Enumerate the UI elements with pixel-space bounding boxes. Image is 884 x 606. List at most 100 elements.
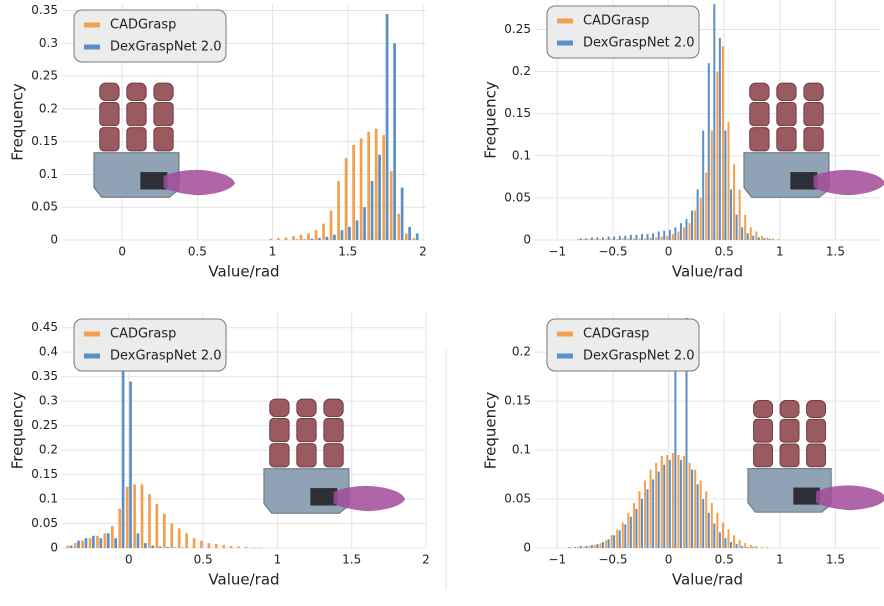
bar (630, 235, 632, 240)
bar (778, 239, 780, 240)
y-tick-label: 0 (523, 541, 531, 555)
bar (322, 224, 325, 240)
bar (752, 236, 754, 240)
bar (728, 529, 730, 548)
bar (401, 188, 404, 240)
bar (303, 239, 306, 240)
bar (583, 547, 585, 548)
bar (156, 504, 159, 548)
bar (644, 480, 646, 548)
bar (758, 237, 760, 240)
y-tick-label: 0.2 (512, 345, 531, 359)
bar (341, 230, 344, 240)
y-tick-label: 0.2 (39, 101, 58, 115)
bar (761, 547, 763, 548)
bar (638, 491, 640, 548)
y-tick-label: 0.45 (31, 320, 58, 334)
bar (151, 546, 154, 548)
bar (70, 546, 73, 548)
bar (602, 237, 604, 240)
bar (616, 529, 618, 548)
bar (666, 236, 668, 240)
bar (77, 541, 80, 548)
bar (755, 232, 757, 240)
bar (133, 484, 136, 548)
bar (311, 239, 314, 240)
bar (766, 237, 768, 240)
bar (669, 230, 671, 240)
bar (405, 233, 408, 240)
legend-label: DexGraspNet 2.0 (583, 36, 695, 51)
x-tick-label: 1 (269, 245, 277, 259)
y-tick-label: 0.4 (39, 345, 58, 359)
x-tick-label: −1 (548, 245, 566, 259)
y-axis-label: Frequency (9, 392, 27, 470)
bar (96, 536, 99, 548)
bar (677, 455, 679, 548)
bar (722, 523, 724, 548)
x-tick-label: 1.5 (342, 553, 361, 567)
bar (92, 536, 95, 548)
bar (744, 543, 746, 548)
bar (680, 460, 682, 548)
bar (292, 236, 295, 240)
bar (713, 4, 715, 240)
bar (412, 238, 415, 240)
bar (683, 456, 685, 548)
bar (129, 382, 132, 548)
bar (577, 239, 579, 240)
bar (591, 545, 593, 548)
bar (674, 227, 676, 240)
bar (104, 533, 107, 548)
bar (585, 238, 587, 240)
legend-label: DexGraspNet 2.0 (110, 40, 222, 55)
bar (685, 219, 687, 240)
bar (711, 131, 713, 240)
bar (222, 545, 225, 548)
bar (300, 235, 303, 240)
bar (641, 499, 643, 548)
bar (744, 215, 746, 240)
bar (700, 480, 702, 548)
x-tick-label: −1 (548, 553, 566, 567)
bar (608, 539, 610, 548)
y-tick-label: 0.25 (31, 69, 58, 83)
bar (596, 544, 598, 548)
bar (680, 223, 682, 240)
bar (315, 230, 318, 240)
bar (728, 122, 730, 240)
bar (208, 543, 211, 548)
bar (613, 535, 615, 548)
bar (295, 239, 298, 240)
bar (378, 155, 381, 240)
x-tick-label: 1 (274, 553, 282, 567)
bar (689, 463, 691, 548)
y-axis-label: Frequency (482, 81, 500, 159)
bar (658, 472, 660, 548)
bar (144, 543, 147, 548)
y-tick-label: 0.25 (504, 22, 531, 36)
y-tick-label: 0.3 (39, 394, 58, 408)
bar (588, 239, 590, 240)
bar (577, 547, 579, 548)
legend-label: CADGrasp (583, 327, 649, 342)
bar (674, 357, 676, 548)
bar (697, 189, 699, 240)
bar (594, 239, 596, 240)
bar (702, 131, 704, 240)
bar (672, 234, 674, 240)
bar (591, 237, 593, 240)
bar (755, 546, 757, 548)
bar (600, 543, 602, 548)
y-tick-label: 0.2 (512, 64, 531, 78)
bar (724, 538, 726, 548)
bar (371, 181, 374, 240)
bar (624, 236, 626, 240)
legend-label: CADGrasp (110, 327, 176, 342)
y-tick-label: 0.05 (504, 492, 531, 506)
bar (613, 237, 615, 240)
bar (677, 232, 679, 240)
bar (666, 455, 668, 548)
bar (713, 524, 715, 548)
